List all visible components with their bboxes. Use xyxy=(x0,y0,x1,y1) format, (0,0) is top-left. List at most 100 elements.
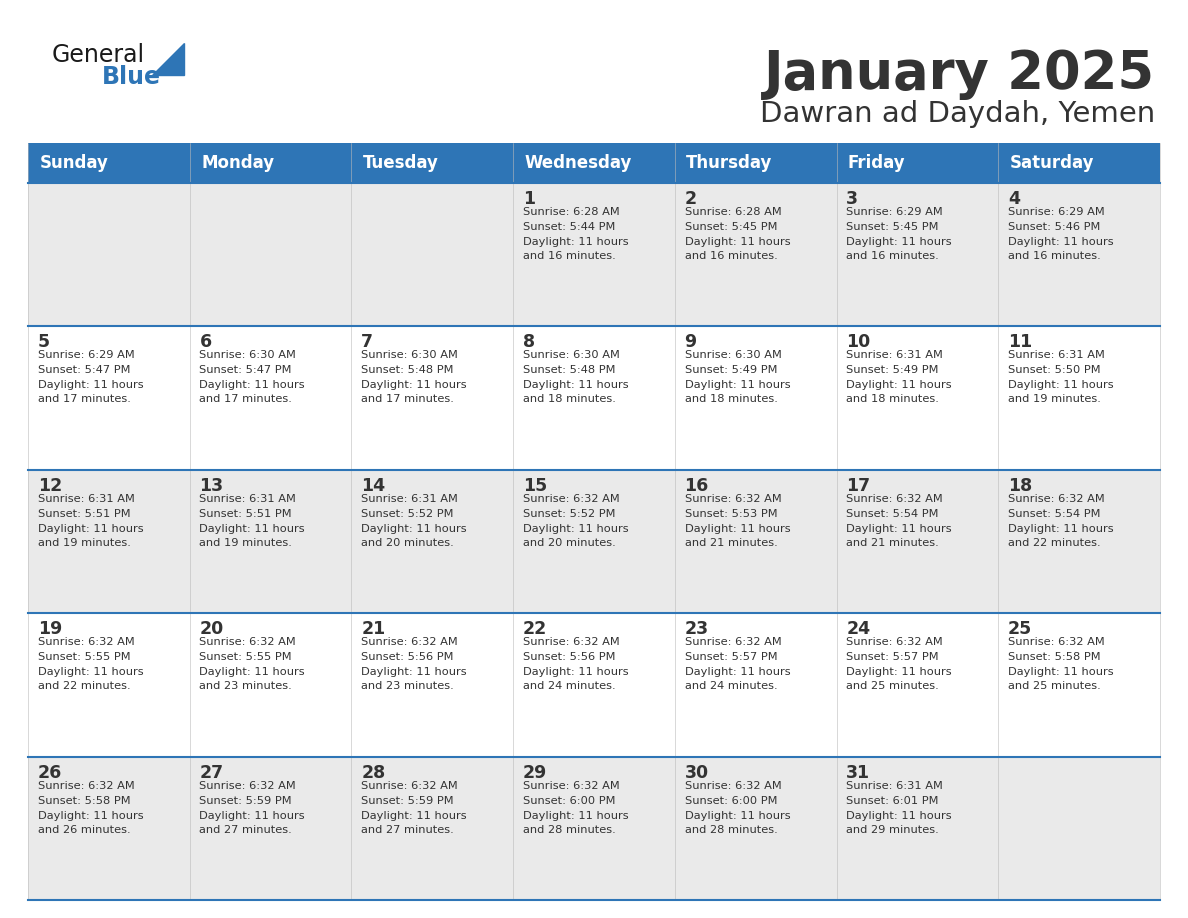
Text: and 24 minutes.: and 24 minutes. xyxy=(523,681,615,691)
Text: Daylight: 11 hours: Daylight: 11 hours xyxy=(1007,524,1113,533)
Text: Sunset: 5:51 PM: Sunset: 5:51 PM xyxy=(38,509,131,519)
Text: 3: 3 xyxy=(846,190,858,208)
Text: Sunset: 5:56 PM: Sunset: 5:56 PM xyxy=(361,652,454,662)
Text: Daylight: 11 hours: Daylight: 11 hours xyxy=(684,237,790,247)
Text: Sunset: 5:54 PM: Sunset: 5:54 PM xyxy=(846,509,939,519)
Text: Saturday: Saturday xyxy=(1010,154,1094,172)
Text: Sunrise: 6:32 AM: Sunrise: 6:32 AM xyxy=(846,494,943,504)
Text: and 23 minutes.: and 23 minutes. xyxy=(361,681,454,691)
Text: and 18 minutes.: and 18 minutes. xyxy=(684,395,777,405)
Text: and 21 minutes.: and 21 minutes. xyxy=(846,538,939,548)
Bar xyxy=(29,756,1159,900)
Text: and 17 minutes.: and 17 minutes. xyxy=(361,395,454,405)
Text: and 28 minutes.: and 28 minutes. xyxy=(684,824,777,834)
Text: Daylight: 11 hours: Daylight: 11 hours xyxy=(684,524,790,533)
Text: Wednesday: Wednesday xyxy=(524,154,632,172)
Text: and 16 minutes.: and 16 minutes. xyxy=(684,251,777,261)
Text: and 27 minutes.: and 27 minutes. xyxy=(200,824,292,834)
Text: Sunset: 5:47 PM: Sunset: 5:47 PM xyxy=(200,365,292,375)
Text: Sunrise: 6:32 AM: Sunrise: 6:32 AM xyxy=(1007,637,1105,647)
Text: 12: 12 xyxy=(38,476,62,495)
Text: Sunrise: 6:29 AM: Sunrise: 6:29 AM xyxy=(846,207,943,217)
Text: and 26 minutes.: and 26 minutes. xyxy=(38,824,131,834)
Text: Sunrise: 6:32 AM: Sunrise: 6:32 AM xyxy=(200,780,296,790)
Text: Sunrise: 6:32 AM: Sunrise: 6:32 AM xyxy=(200,637,296,647)
Text: Sunrise: 6:29 AM: Sunrise: 6:29 AM xyxy=(38,351,134,361)
Text: and 16 minutes.: and 16 minutes. xyxy=(1007,251,1101,261)
Text: Sunset: 5:45 PM: Sunset: 5:45 PM xyxy=(684,222,777,232)
Text: Daylight: 11 hours: Daylight: 11 hours xyxy=(200,811,305,821)
Text: 28: 28 xyxy=(361,764,385,781)
Text: Sunset: 5:45 PM: Sunset: 5:45 PM xyxy=(846,222,939,232)
Text: Daylight: 11 hours: Daylight: 11 hours xyxy=(846,237,952,247)
Text: 15: 15 xyxy=(523,476,548,495)
Text: 9: 9 xyxy=(684,333,696,352)
Text: Daylight: 11 hours: Daylight: 11 hours xyxy=(523,380,628,390)
Text: Daylight: 11 hours: Daylight: 11 hours xyxy=(523,811,628,821)
Text: Sunset: 5:48 PM: Sunset: 5:48 PM xyxy=(523,365,615,375)
Text: Daylight: 11 hours: Daylight: 11 hours xyxy=(38,667,144,677)
Text: Sunrise: 6:30 AM: Sunrise: 6:30 AM xyxy=(361,351,459,361)
Text: Sunrise: 6:32 AM: Sunrise: 6:32 AM xyxy=(684,637,782,647)
Text: 16: 16 xyxy=(684,476,709,495)
Text: Sunset: 5:50 PM: Sunset: 5:50 PM xyxy=(1007,365,1100,375)
Text: and 17 minutes.: and 17 minutes. xyxy=(38,395,131,405)
Text: Sunset: 5:57 PM: Sunset: 5:57 PM xyxy=(846,652,939,662)
Text: and 19 minutes.: and 19 minutes. xyxy=(200,538,292,548)
Text: Sunset: 5:46 PM: Sunset: 5:46 PM xyxy=(1007,222,1100,232)
Text: Daylight: 11 hours: Daylight: 11 hours xyxy=(361,667,467,677)
Bar xyxy=(352,143,513,183)
Text: 2: 2 xyxy=(684,190,696,208)
Text: Sunrise: 6:32 AM: Sunrise: 6:32 AM xyxy=(684,494,782,504)
Text: Sunset: 6:01 PM: Sunset: 6:01 PM xyxy=(846,796,939,806)
Text: 11: 11 xyxy=(1007,333,1032,352)
Text: Sunday: Sunday xyxy=(39,154,108,172)
Text: Thursday: Thursday xyxy=(687,154,772,172)
Text: Sunset: 5:44 PM: Sunset: 5:44 PM xyxy=(523,222,615,232)
Text: Sunrise: 6:31 AM: Sunrise: 6:31 AM xyxy=(38,494,134,504)
Text: Daylight: 11 hours: Daylight: 11 hours xyxy=(684,811,790,821)
Text: and 21 minutes.: and 21 minutes. xyxy=(684,538,777,548)
Text: 19: 19 xyxy=(38,621,62,638)
Text: 21: 21 xyxy=(361,621,385,638)
Text: Sunset: 5:58 PM: Sunset: 5:58 PM xyxy=(38,796,131,806)
Text: 14: 14 xyxy=(361,476,385,495)
Text: Daylight: 11 hours: Daylight: 11 hours xyxy=(361,524,467,533)
Text: Sunrise: 6:31 AM: Sunrise: 6:31 AM xyxy=(200,494,296,504)
Text: 29: 29 xyxy=(523,764,548,781)
Text: Daylight: 11 hours: Daylight: 11 hours xyxy=(684,667,790,677)
Text: Daylight: 11 hours: Daylight: 11 hours xyxy=(38,811,144,821)
Text: Sunset: 5:51 PM: Sunset: 5:51 PM xyxy=(200,509,292,519)
Text: 7: 7 xyxy=(361,333,373,352)
Text: Daylight: 11 hours: Daylight: 11 hours xyxy=(846,380,952,390)
Text: 1: 1 xyxy=(523,190,535,208)
Text: Sunrise: 6:32 AM: Sunrise: 6:32 AM xyxy=(523,780,620,790)
Text: Sunrise: 6:31 AM: Sunrise: 6:31 AM xyxy=(1007,351,1105,361)
Text: Daylight: 11 hours: Daylight: 11 hours xyxy=(361,380,467,390)
Text: Daylight: 11 hours: Daylight: 11 hours xyxy=(361,811,467,821)
Text: Sunset: 5:48 PM: Sunset: 5:48 PM xyxy=(361,365,454,375)
Text: Sunrise: 6:32 AM: Sunrise: 6:32 AM xyxy=(38,637,134,647)
Text: Monday: Monday xyxy=(201,154,274,172)
Text: and 19 minutes.: and 19 minutes. xyxy=(38,538,131,548)
Text: and 19 minutes.: and 19 minutes. xyxy=(1007,395,1101,405)
Text: and 17 minutes.: and 17 minutes. xyxy=(200,395,292,405)
Text: and 23 minutes.: and 23 minutes. xyxy=(200,681,292,691)
Text: Sunrise: 6:32 AM: Sunrise: 6:32 AM xyxy=(38,780,134,790)
Text: and 24 minutes.: and 24 minutes. xyxy=(684,681,777,691)
Text: Sunrise: 6:32 AM: Sunrise: 6:32 AM xyxy=(846,637,943,647)
Text: Sunset: 5:58 PM: Sunset: 5:58 PM xyxy=(1007,652,1100,662)
Text: and 16 minutes.: and 16 minutes. xyxy=(523,251,615,261)
Text: Blue: Blue xyxy=(102,65,162,89)
Text: Daylight: 11 hours: Daylight: 11 hours xyxy=(38,380,144,390)
Text: 6: 6 xyxy=(200,333,211,352)
Text: 27: 27 xyxy=(200,764,223,781)
Text: Daylight: 11 hours: Daylight: 11 hours xyxy=(200,380,305,390)
Text: Sunrise: 6:32 AM: Sunrise: 6:32 AM xyxy=(684,780,782,790)
Text: Sunrise: 6:32 AM: Sunrise: 6:32 AM xyxy=(523,494,620,504)
Text: Sunrise: 6:31 AM: Sunrise: 6:31 AM xyxy=(846,351,943,361)
Text: 22: 22 xyxy=(523,621,548,638)
Text: Sunrise: 6:30 AM: Sunrise: 6:30 AM xyxy=(523,351,620,361)
Text: Sunrise: 6:29 AM: Sunrise: 6:29 AM xyxy=(1007,207,1105,217)
Text: Sunrise: 6:28 AM: Sunrise: 6:28 AM xyxy=(523,207,620,217)
